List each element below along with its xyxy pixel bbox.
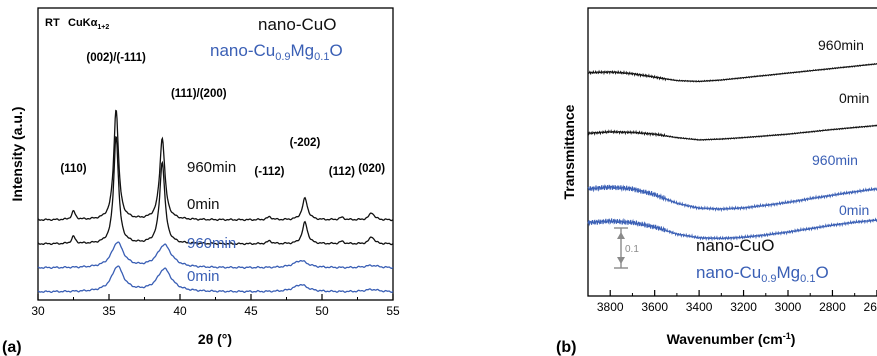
panel-b-scale-bar-label: 0.1 [625,244,639,255]
panel-a-x-axis-label: 2θ (°) [198,331,232,347]
panel-a-x-ticks: 30 35 40 45 50 55 [31,294,400,318]
panel-b-series-nano-cu0-9mg0-1o-960min [587,184,877,213]
panel-b-x-tick-label: 3800 [597,300,624,314]
panel-b-x-tick-label: 3200 [730,300,757,314]
panel-a-peak-label: (020) [358,163,385,175]
panel-b-x-axis-label: Wavenumber (cm-1) [667,331,796,347]
panel-b-y-axis-label: Transmittance [561,104,577,199]
panel-a-x-tick-label: 40 [173,304,187,318]
panel-a-peak-label: (-112) [254,166,284,178]
panel-a-curve-labels: 960min 0min 960min 0min [187,159,236,285]
panel-b-series-nano-cuo-0min [587,124,877,142]
panel-b-x-tick-label: 3600 [641,300,668,314]
panel-b-series-nano-cu0-9mg0-1o-0min [587,217,877,242]
panel-a-peak-label: (002)/(-111) [86,52,146,64]
panel-a-peak-label: (-202) [290,137,321,149]
panel-b-curve-label: 960min [812,152,858,168]
panel-a-curve-label: 960min [187,159,236,176]
panel-b-series-nano-cuo-960min [587,62,877,83]
panel-b-legend-cuo: nano-CuO [696,236,774,255]
panel-a-radiation-label: CuKα1+2 [68,17,109,31]
panel-b-x-tick-label: 2600 [864,300,877,314]
panel-a-peak-label: (110) [60,163,86,175]
panel-a-peak-label: (112) [329,166,355,178]
panel-b-curve-label: 0min [839,202,869,218]
panel-b-curve-labels: 960min 0min 960min 0min [812,37,869,218]
panel-a-condition-label: RT [45,17,60,29]
panel-b-x-tick-label: 3000 [775,300,802,314]
panel-a-y-axis-label: Intensity (a.u.) [9,107,25,202]
panel-b-legend-cumgo: nano-Cu0.9Mg0.1O [696,263,829,285]
panel-a-legend-cuo: nano-CuO [258,15,336,34]
panel-a-series-nano-cu0-9mg0-1o-0min [37,265,394,294]
panel-a-series-nano-cuo-0min [37,135,394,246]
panel-a-curve-label: 0min [187,196,220,213]
panel-b-x-ticks: 3800 3600 3400 3200 3000 2800 2600 [597,290,877,314]
panel-a-series-nano-cuo-960min [37,109,394,222]
panel-a-peak-labels: (002)/(-111) (111)/(200) (110) (-112) (-202)… [60,52,385,178]
panel-a-series [37,109,394,294]
panel-b-ftir: 3800360034003200300028002600 960min0min9… [556,7,877,356]
panel-a-curve-label: 0min [187,268,220,285]
panel-b-curve-label: 0min [839,90,869,106]
panel-a-xrd: 30 35 40 45 50 55 (002)/(-111) (111)/(200) (110… [2,7,400,356]
panel-b-panel-label: (b) [556,339,576,356]
panel-a-panel-label: (a) [2,339,22,356]
panel-a-legend-cumgo: nano-Cu0.9Mg0.1O [210,41,343,63]
panel-b-x-tick-label: 2800 [819,300,846,314]
panel-a-x-tick-label: 30 [31,304,45,318]
panel-a-x-tick-label: 35 [102,304,116,318]
panel-a-x-tick-label: 55 [386,304,400,318]
panel-b-series [587,62,877,242]
panel-b-x-tick-label: 3400 [686,300,713,314]
panel-b-scale-bar [614,227,628,269]
panel-a-peak-label: (111)/(200) [171,88,227,100]
panel-a-series-nano-cu0-9mg0-1o-960min [37,241,394,270]
panel-a-x-tick-label: 50 [315,304,329,318]
panel-b-curve-label: 960min [818,37,864,53]
panel-a-x-tick-label: 45 [244,304,258,318]
panel-b-plot-frame [587,7,877,297]
panel-a-curve-label: 960min [187,235,236,252]
